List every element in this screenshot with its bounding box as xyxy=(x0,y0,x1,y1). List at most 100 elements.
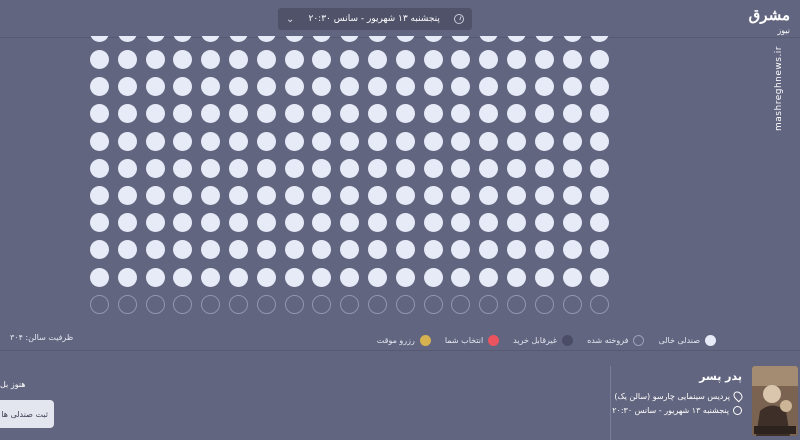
seat[interactable] xyxy=(423,294,443,314)
seat[interactable] xyxy=(117,77,137,97)
seat[interactable] xyxy=(201,131,221,151)
seat[interactable] xyxy=(229,240,248,260)
seat[interactable] xyxy=(340,294,360,314)
seat[interactable] xyxy=(256,267,276,287)
seat[interactable] xyxy=(562,186,582,205)
seat[interactable] xyxy=(201,158,221,178)
seat[interactable] xyxy=(534,294,554,314)
seat[interactable] xyxy=(173,131,193,151)
seat[interactable] xyxy=(256,158,276,178)
seat[interactable] xyxy=(90,240,109,260)
seat[interactable] xyxy=(395,77,415,97)
submit-seats-button[interactable]: ثبت صندلی ها xyxy=(0,400,54,428)
seat[interactable] xyxy=(90,213,109,233)
seat[interactable] xyxy=(256,104,276,124)
seat[interactable] xyxy=(479,294,499,314)
seat[interactable] xyxy=(312,36,332,42)
seat[interactable] xyxy=(173,267,193,287)
seat[interactable] xyxy=(256,294,276,314)
seat[interactable] xyxy=(201,267,221,287)
seat[interactable] xyxy=(451,104,471,124)
seat[interactable] xyxy=(395,158,415,178)
seat[interactable] xyxy=(229,36,248,42)
seat[interactable] xyxy=(507,131,526,151)
seat[interactable] xyxy=(562,131,582,151)
seat[interactable] xyxy=(423,50,443,69)
seat[interactable] xyxy=(201,213,221,233)
seat[interactable] xyxy=(340,50,360,69)
seat[interactable] xyxy=(507,267,526,287)
seat[interactable] xyxy=(534,77,554,97)
seat[interactable] xyxy=(534,213,554,233)
seat[interactable] xyxy=(229,158,248,178)
seat[interactable] xyxy=(368,213,387,233)
seat[interactable] xyxy=(117,186,137,205)
seat[interactable] xyxy=(590,186,610,205)
seat[interactable] xyxy=(479,186,499,205)
showtime-selector[interactable]: پنجشنبه ۱۳ شهریور - سانس ۲۰:۳۰ ⌄ xyxy=(278,8,472,30)
seat[interactable] xyxy=(368,267,387,287)
seat[interactable] xyxy=(117,267,137,287)
seat[interactable] xyxy=(507,294,526,314)
seat[interactable] xyxy=(423,267,443,287)
seat[interactable] xyxy=(423,36,443,42)
seat[interactable] xyxy=(229,131,248,151)
seat[interactable] xyxy=(201,77,221,97)
seat[interactable] xyxy=(256,131,276,151)
seat[interactable] xyxy=(507,240,526,260)
seat[interactable] xyxy=(284,294,304,314)
seat[interactable] xyxy=(562,294,582,314)
seat[interactable] xyxy=(284,158,304,178)
seat[interactable] xyxy=(562,158,582,178)
seat[interactable] xyxy=(145,50,165,69)
seat[interactable] xyxy=(117,50,137,69)
seat[interactable] xyxy=(284,240,304,260)
seat[interactable] xyxy=(451,131,471,151)
seat[interactable] xyxy=(479,158,499,178)
seat[interactable] xyxy=(173,36,193,42)
seat[interactable] xyxy=(368,240,387,260)
seat[interactable] xyxy=(256,240,276,260)
seat[interactable] xyxy=(256,213,276,233)
seat[interactable] xyxy=(312,294,332,314)
seat[interactable] xyxy=(562,104,582,124)
seat[interactable] xyxy=(201,104,221,124)
seat[interactable] xyxy=(423,158,443,178)
seat[interactable] xyxy=(507,213,526,233)
seat[interactable] xyxy=(256,77,276,97)
seat[interactable] xyxy=(284,131,304,151)
seat[interactable] xyxy=(256,186,276,205)
seat[interactable] xyxy=(173,294,193,314)
seat[interactable] xyxy=(312,50,332,69)
seat[interactable] xyxy=(145,240,165,260)
seat[interactable] xyxy=(90,104,109,124)
seat[interactable] xyxy=(507,158,526,178)
seat[interactable] xyxy=(117,104,137,124)
seat[interactable] xyxy=(479,267,499,287)
seat[interactable] xyxy=(534,36,554,42)
seat[interactable] xyxy=(284,267,304,287)
seat[interactable] xyxy=(229,104,248,124)
seat[interactable] xyxy=(395,213,415,233)
seat[interactable] xyxy=(368,294,387,314)
seat[interactable] xyxy=(340,186,360,205)
seat[interactable] xyxy=(145,294,165,314)
seat[interactable] xyxy=(395,50,415,69)
seat[interactable] xyxy=(507,77,526,97)
seat[interactable] xyxy=(90,294,109,314)
seat[interactable] xyxy=(590,240,610,260)
seat[interactable] xyxy=(451,186,471,205)
seat[interactable] xyxy=(368,131,387,151)
seat[interactable] xyxy=(423,131,443,151)
seat[interactable] xyxy=(395,186,415,205)
seat[interactable] xyxy=(340,77,360,97)
seat[interactable] xyxy=(590,267,610,287)
seat[interactable] xyxy=(90,158,109,178)
seat[interactable] xyxy=(145,131,165,151)
seat[interactable] xyxy=(562,267,582,287)
seat[interactable] xyxy=(256,50,276,69)
seat[interactable] xyxy=(423,240,443,260)
seat[interactable] xyxy=(590,104,610,124)
seat[interactable] xyxy=(117,36,137,42)
seat[interactable] xyxy=(590,77,610,97)
